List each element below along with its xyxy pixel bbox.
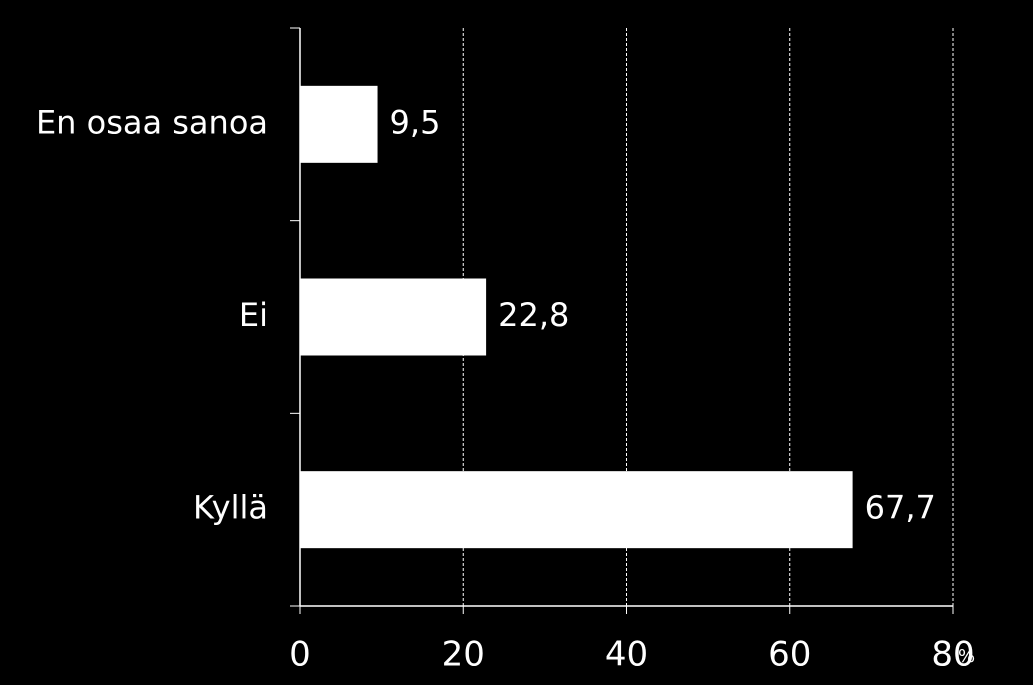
category-label: Ei: [239, 296, 268, 334]
x-tick-label: 60: [768, 635, 811, 675]
bar: [300, 85, 378, 163]
value-label: 22,8: [498, 296, 569, 334]
x-unit-label: %: [958, 646, 975, 667]
x-tick-label: 40: [605, 635, 648, 675]
category-label: Kyllä: [193, 489, 268, 527]
x-tick-label: 20: [442, 635, 485, 675]
category-label: En osaa sanoa: [36, 103, 268, 141]
value-label: 67,7: [865, 489, 936, 527]
bar: [300, 278, 487, 356]
x-tick-label: 80: [931, 635, 974, 675]
value-label: 9,5: [390, 103, 441, 141]
x-tick-label: 0: [289, 635, 311, 675]
bar: [300, 471, 853, 549]
